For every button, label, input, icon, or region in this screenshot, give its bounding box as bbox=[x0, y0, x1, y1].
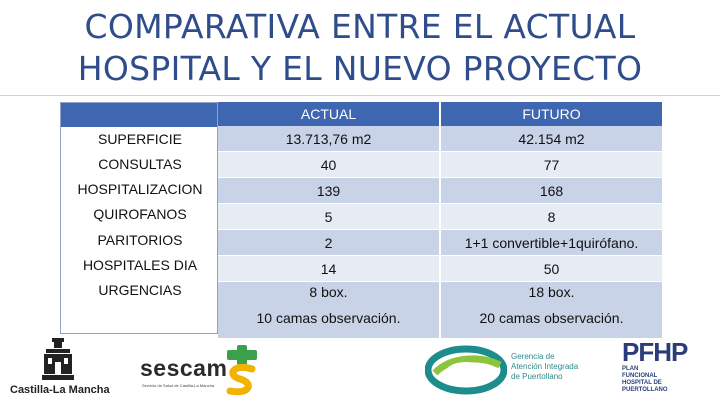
table-row: 14 50 bbox=[218, 255, 662, 282]
table-row: 8 box. 10 camas observación. 18 box. 20 … bbox=[218, 281, 662, 339]
title-line-1: COMPARATIVA ENTRE EL ACTUAL bbox=[84, 7, 636, 46]
cell-futuro: 168 bbox=[439, 177, 662, 204]
sescam-s-icon bbox=[226, 345, 257, 396]
row-label: HOSPITALIZACION bbox=[77, 181, 203, 197]
cell-futuro: 8 bbox=[439, 203, 662, 230]
gerencia-ellipse-icon bbox=[425, 345, 507, 395]
comparison-table: ACTUAL FUTURO 13.713,76 m2 42.154 m2 40 … bbox=[218, 102, 662, 339]
cell-actual-line2: 10 camas observación. bbox=[256, 310, 401, 326]
gerencia-logo: Gerencia de Atención Integrada de Puerto… bbox=[425, 345, 595, 400]
row-label: PARITORIOS bbox=[97, 232, 183, 248]
cell-actual: 2 bbox=[218, 229, 440, 256]
row-labels-header bbox=[61, 103, 217, 127]
table-row: 13.713,76 m2 42.154 m2 bbox=[218, 126, 662, 152]
cell-futuro: 18 box. 20 camas observación. bbox=[439, 281, 662, 339]
cell-futuro: 1+1 convertible+1quirófano. bbox=[439, 229, 662, 256]
pfhp-logo: PFHP PLAN FUNCIONAL HOSPITAL DE PUERTOLL… bbox=[622, 338, 712, 402]
table-row: 40 77 bbox=[218, 151, 662, 178]
row-label: HOSPITALES DIA bbox=[82, 257, 198, 273]
cell-futuro: 77 bbox=[439, 151, 662, 178]
cell-actual: 8 box. 10 camas observación. bbox=[218, 281, 440, 339]
row-label: URGENCIAS bbox=[98, 282, 182, 298]
cell-actual: 139 bbox=[218, 177, 440, 204]
cell-actual: 5 bbox=[218, 203, 440, 230]
gerencia-text: Gerencia de Atención Integrada de Puerto… bbox=[511, 352, 579, 381]
sescam-logo: sescam Servicio de Salud de Castilla-La … bbox=[140, 345, 280, 400]
pfhp-text: PFHP bbox=[622, 337, 688, 367]
cell-futuro: 42.154 m2 bbox=[439, 126, 662, 152]
row-label: SUPERFICIE bbox=[97, 131, 182, 147]
row-label: CONSULTAS bbox=[98, 156, 182, 172]
row-label: QUIROFANOS bbox=[93, 206, 187, 222]
cell-futuro-line2: 20 camas observación. bbox=[479, 310, 624, 326]
sescam-text: sescam bbox=[140, 355, 228, 381]
header-futuro: FUTURO bbox=[439, 102, 662, 126]
divider bbox=[0, 95, 720, 96]
cell-futuro-line1: 18 box. bbox=[528, 284, 575, 300]
table-row: 2 1+1 convertible+1quirófano. bbox=[218, 229, 662, 256]
cell-actual: 13.713,76 m2 bbox=[218, 126, 440, 152]
table-row: 139 168 bbox=[218, 177, 662, 204]
castle-icon bbox=[41, 338, 74, 380]
castilla-text: Castilla-La Mancha bbox=[10, 384, 110, 396]
cell-actual-line1: 8 box. bbox=[309, 284, 348, 300]
title-line-2: HOSPITAL Y EL NUEVO PROYECTO bbox=[77, 49, 643, 88]
sescam-subtitle: Servicio de Salud de Castilla-La Mancha bbox=[142, 383, 215, 388]
cell-actual: 14 bbox=[218, 255, 440, 282]
cell-actual: 40 bbox=[218, 151, 440, 178]
table-header-row: ACTUAL FUTURO bbox=[218, 102, 662, 126]
row-labels-panel: SUPERFICIE CONSULTAS HOSPITALIZACION QUI… bbox=[60, 102, 218, 334]
pfhp-subtitle: PLAN FUNCIONAL HOSPITAL DE PUERTOLLANO bbox=[622, 366, 668, 393]
header-actual: ACTUAL bbox=[218, 102, 440, 126]
cell-futuro: 50 bbox=[439, 255, 662, 282]
table-row: 5 8 bbox=[218, 203, 662, 230]
castilla-la-mancha-logo: Castilla-La Mancha bbox=[10, 338, 110, 402]
page-title: COMPARATIVA ENTRE EL ACTUAL HOSPITAL Y E… bbox=[0, 6, 720, 90]
